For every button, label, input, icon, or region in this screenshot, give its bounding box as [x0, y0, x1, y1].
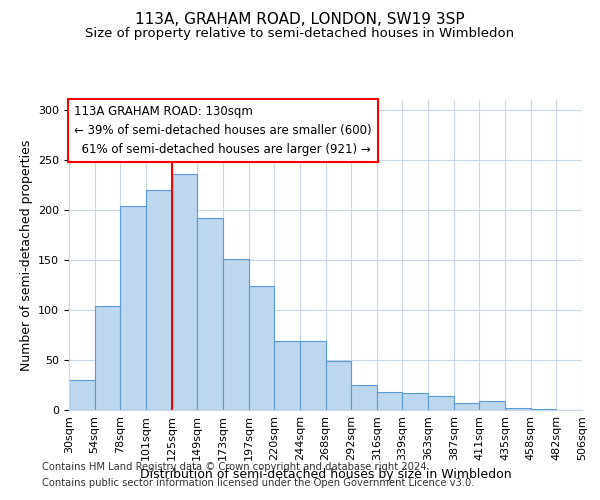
Bar: [197, 218, 223, 410]
Text: Contains public sector information licensed under the Open Government Licence v3: Contains public sector information licen…: [42, 478, 475, 488]
Bar: [69, 380, 95, 410]
Bar: [428, 396, 454, 410]
Bar: [454, 403, 479, 410]
Y-axis label: Number of semi-detached properties: Number of semi-detached properties: [20, 140, 32, 370]
Bar: [248, 286, 274, 410]
Bar: [351, 385, 377, 410]
Text: Contains HM Land Registry data © Crown copyright and database right 2024.: Contains HM Land Registry data © Crown c…: [42, 462, 430, 472]
Bar: [95, 306, 121, 410]
Text: 113A, GRAHAM ROAD, LONDON, SW19 3SP: 113A, GRAHAM ROAD, LONDON, SW19 3SP: [135, 12, 465, 28]
Text: Size of property relative to semi-detached houses in Wimbledon: Size of property relative to semi-detach…: [85, 28, 515, 40]
Text: 113A GRAHAM ROAD: 130sqm
← 39% of semi-detached houses are smaller (600)
  61% o: 113A GRAHAM ROAD: 130sqm ← 39% of semi-d…: [74, 105, 372, 156]
Bar: [403, 393, 428, 410]
Bar: [146, 190, 172, 410]
Bar: [300, 341, 325, 410]
Bar: [505, 408, 531, 410]
Bar: [274, 341, 300, 410]
Bar: [172, 174, 197, 410]
Bar: [479, 401, 505, 410]
Bar: [531, 409, 556, 410]
Bar: [223, 259, 248, 410]
Bar: [325, 361, 351, 410]
X-axis label: Distribution of semi-detached houses by size in Wimbledon: Distribution of semi-detached houses by …: [140, 468, 511, 481]
Bar: [121, 206, 146, 410]
Bar: [377, 392, 403, 410]
